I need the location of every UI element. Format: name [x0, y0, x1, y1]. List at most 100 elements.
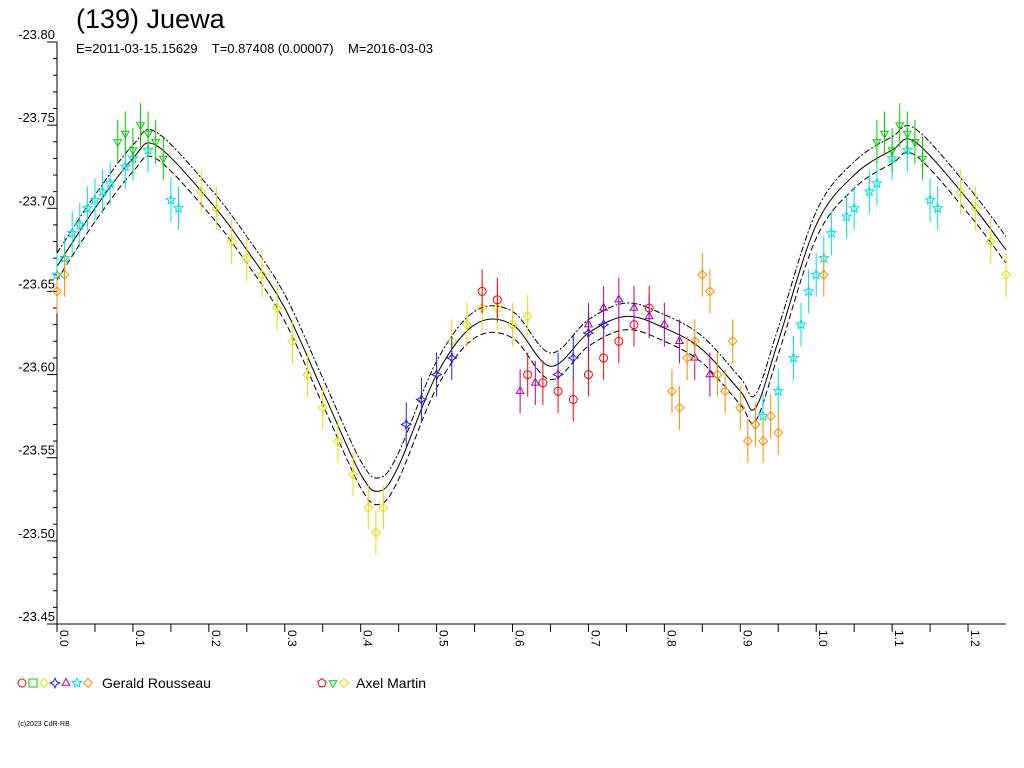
data-point	[363, 502, 374, 513]
x-tick-label: 0.4	[361, 630, 375, 647]
data-point	[287, 336, 298, 347]
data-point	[840, 210, 853, 222]
y-tick-label: -23.75	[18, 110, 55, 125]
x-tick-label: 1.0	[816, 630, 830, 647]
legend-symbol	[338, 678, 350, 689]
data-point	[985, 236, 996, 247]
data-point	[370, 527, 382, 538]
data-point	[347, 469, 359, 480]
data-point	[66, 227, 78, 239]
data-point	[825, 227, 838, 239]
data-point	[795, 318, 807, 330]
data-points	[51, 103, 1012, 555]
fit-curve-upper	[56, 151, 1007, 506]
data-point	[598, 302, 609, 311]
tick-labels: -23.80 -23.75 -23.70 -23.65 -23.60 -23.55 -23.…	[18, 27, 982, 647]
data-point	[719, 386, 731, 397]
x-tick-label: 1.1	[892, 630, 906, 647]
data-point	[704, 286, 716, 297]
data-point	[530, 377, 540, 386]
y-tick-label: -23.50	[18, 526, 55, 541]
data-point	[507, 319, 518, 330]
data-point	[272, 302, 283, 314]
data-point	[887, 147, 897, 156]
x-tick-label: 0.7	[588, 630, 602, 647]
legend-symbol	[38, 678, 50, 689]
data-point	[910, 139, 920, 148]
data-point	[415, 393, 428, 406]
data-point	[165, 193, 177, 205]
data-point	[697, 269, 708, 280]
data-point	[614, 294, 624, 303]
data-point	[629, 302, 639, 311]
data-point	[477, 286, 487, 296]
data-point	[523, 370, 533, 380]
data-point	[614, 336, 624, 346]
y-tick-label: -23.55	[18, 443, 55, 458]
legend-symbol	[328, 680, 338, 689]
data-point	[135, 122, 146, 131]
data-point	[317, 402, 328, 413]
data-point	[735, 402, 746, 413]
x-tick-label: 0.5	[437, 630, 451, 647]
data-point	[802, 285, 815, 297]
x-tick-label: 0.2	[209, 630, 223, 647]
data-point	[241, 253, 252, 264]
data-point	[727, 336, 738, 347]
data-point	[773, 427, 784, 438]
data-point	[644, 310, 654, 320]
data-point	[51, 286, 63, 297]
data-point	[917, 155, 928, 164]
data-point	[583, 319, 594, 328]
fit-curve-lower	[56, 125, 1007, 479]
x-tick-label: 0.3	[285, 630, 299, 647]
data-point	[81, 202, 94, 214]
data-point	[689, 336, 700, 347]
data-point	[871, 177, 883, 189]
lightcurve-chart: -23.80 -23.75 -23.70 -23.65 -23.60 -23.55 -23.…	[18, 27, 1012, 647]
legend-gerald-rousseau: Gerald Rousseau	[16, 674, 211, 691]
x-tick-label: 0.8	[664, 630, 678, 647]
data-point	[151, 139, 161, 148]
data-point	[226, 236, 237, 247]
legend-symbols-icon	[317, 678, 350, 689]
data-point	[787, 351, 800, 363]
data-point	[143, 130, 153, 139]
legend-symbol	[61, 677, 71, 686]
x-tick-label: 0.9	[740, 630, 754, 647]
data-point	[583, 370, 593, 380]
legend-symbol	[17, 678, 27, 688]
data-point	[599, 353, 609, 363]
data-point	[461, 319, 473, 330]
data-point	[522, 311, 533, 322]
data-point	[158, 155, 168, 164]
data-point	[515, 385, 525, 394]
legend-label: Gerald Rousseau	[102, 675, 211, 692]
legend-label: Axel Martin	[356, 675, 427, 692]
y-tick-label: -23.80	[18, 27, 55, 42]
data-point	[818, 269, 829, 280]
legend-symbol	[317, 678, 327, 688]
data-point	[742, 435, 754, 447]
y-tick-label: -23.70	[18, 193, 55, 208]
data-point	[872, 139, 882, 148]
data-point	[1000, 269, 1012, 280]
data-point	[538, 378, 548, 388]
data-point	[59, 269, 70, 280]
data-point	[256, 269, 268, 280]
data-point	[302, 369, 313, 380]
data-point	[492, 295, 502, 305]
data-point	[119, 160, 132, 172]
data-point	[104, 177, 116, 189]
x-tick-label: 0.1	[133, 630, 147, 647]
data-point	[567, 351, 580, 364]
data-point	[772, 385, 785, 397]
data-point	[445, 351, 458, 364]
y-tick-label: -23.45	[18, 609, 55, 624]
data-point	[705, 369, 715, 378]
data-point	[931, 202, 944, 214]
axes	[47, 41, 1006, 632]
data-point	[681, 352, 693, 364]
data-point	[712, 369, 723, 380]
chart-subtitle: E=2011-03-15.15629 T=0.87408 (0.00007) M…	[76, 41, 433, 56]
